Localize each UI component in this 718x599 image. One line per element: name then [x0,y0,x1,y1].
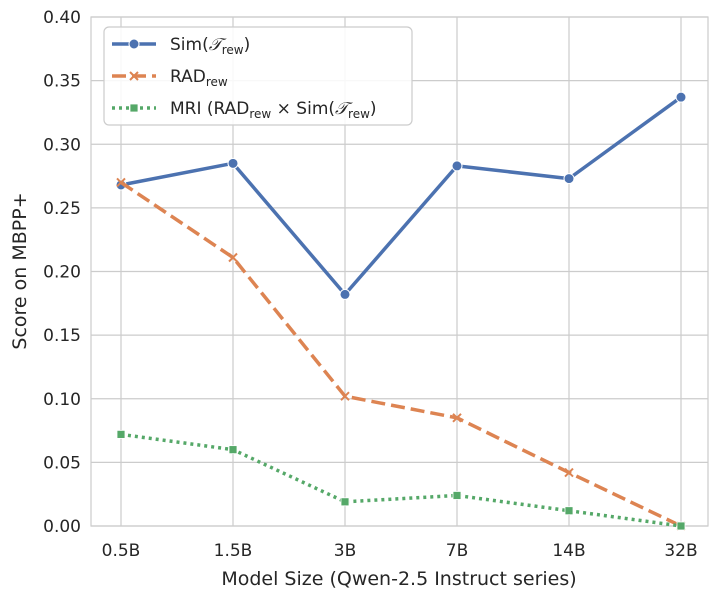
data-point [452,413,462,423]
series-line [120,180,682,528]
data-point [563,173,575,185]
legend-item: MRI (RADrew × Sim(𝒯rew) [112,99,377,121]
data-point [452,491,462,500]
y-tick-label: 0.20 [43,263,81,283]
y-tick-label: 0.25 [43,199,81,219]
series-2 [116,429,686,531]
x-tick-label: 7B [446,541,468,561]
data-point [228,252,238,263]
data-point [676,521,686,531]
legend-frame [103,26,413,126]
legend-item: RADrew [112,67,228,89]
y-tick-label: 0.35 [43,72,81,92]
x-tick-label: 0.5B [102,541,141,561]
legend-label-part: RAD [170,67,206,87]
data-point [675,91,687,103]
data-point [564,506,574,516]
data-point [340,497,350,507]
data-point [340,391,350,401]
x-tick-labels: 0.5B 1.5B 3B 7B 14B 32B [102,541,698,561]
legend-label-part: rew [206,75,228,89]
x-tick-label: 14B [552,541,585,561]
legend-label-part: ) [244,35,251,55]
data-point [116,177,126,188]
y-tick-label: 0.00 [43,517,81,537]
legend-label-part: rew [222,43,244,57]
legend-swatch-marker [129,103,139,113]
legend-swatch-marker [129,71,139,81]
y-tick-label: 0.05 [43,453,81,473]
legend-label-part: Sim( [170,35,209,55]
x-tick-label: 1.5B [214,541,253,561]
data-point [451,160,463,172]
y-tick-label: 0.15 [43,326,81,346]
legend-label-part: × Sim( [271,99,335,119]
y-tick-label: 0.10 [43,390,81,410]
data-point [228,445,238,455]
y-tick-label: 0.40 [43,8,81,28]
legend-swatch-marker [128,38,140,50]
legend-label-part: rew [348,107,370,121]
legend-label: MRI (RADrew × Sim(𝒯rew) [170,99,377,121]
series-group [115,91,687,531]
legend-label-part: MRI (RAD [170,99,249,119]
data-point [116,429,126,439]
series-0 [115,91,687,300]
data-point [564,467,574,478]
series-line [120,95,683,297]
legend-label: RADrew [170,67,228,89]
x-tick-label: 3B [334,541,356,561]
x-tick-label: 32B [664,541,697,561]
y-tick-labels: 0.00 0.05 0.10 0.15 0.20 0.25 0.30 0.35 0.40 [43,8,81,537]
legend-label-part: rew [249,107,271,121]
y-tick-label: 0.30 [43,135,81,155]
legend-label-part: ) [370,99,377,119]
data-point [339,288,351,300]
data-point [227,157,239,169]
x-axis-label: Model Size (Qwen-2.5 Instruct series) [221,568,576,590]
legend-label: Sim(𝒯rew) [170,35,250,57]
y-axis-label: Score on MBPP+ [9,192,31,349]
legend-item: Sim(𝒯rew) [112,35,250,57]
